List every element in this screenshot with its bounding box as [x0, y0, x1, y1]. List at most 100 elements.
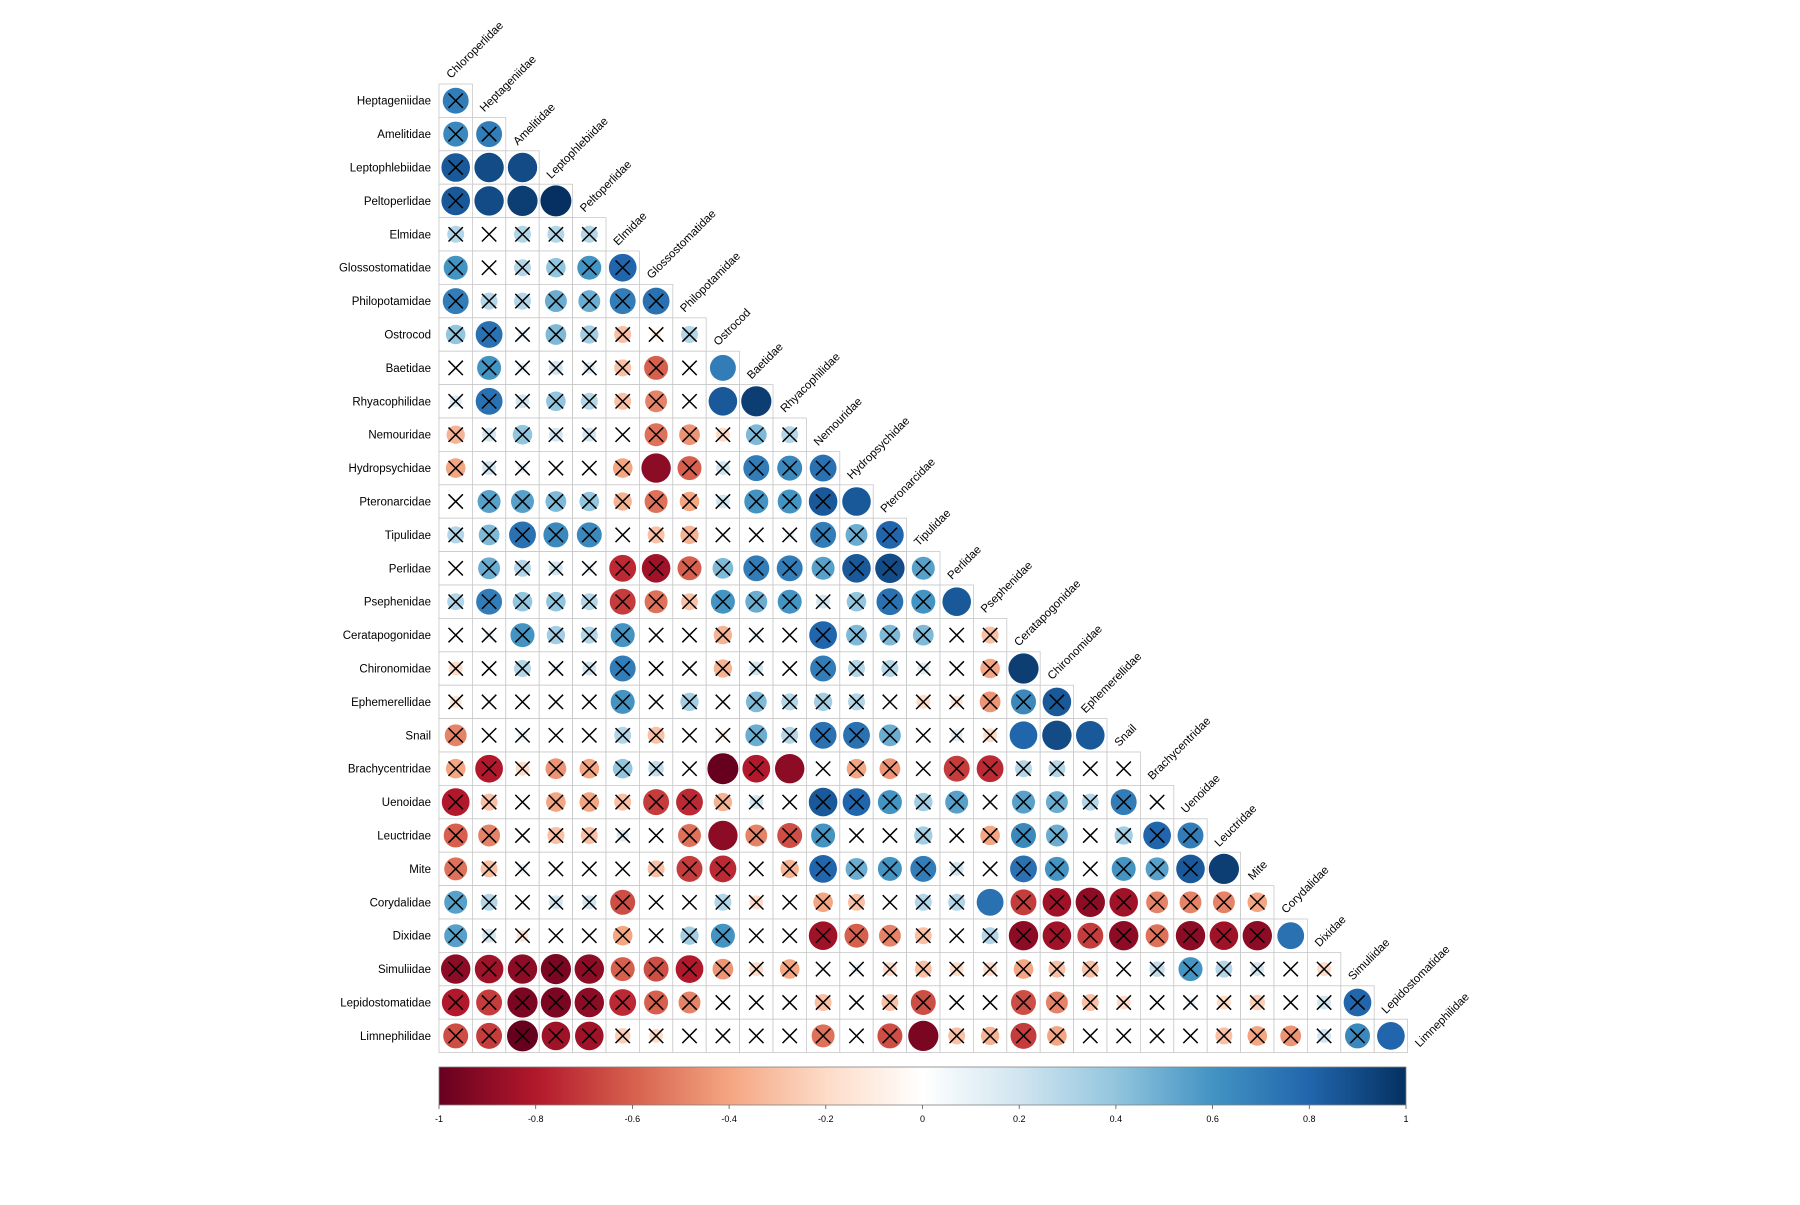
nonsignificant-mark	[882, 1028, 898, 1044]
nonsignificant-mark	[447, 593, 464, 610]
nonsignificant-mark	[481, 493, 497, 510]
nonsignificant-mark	[681, 961, 698, 977]
nonsignificant-mark	[548, 660, 564, 677]
nonsignificant-mark	[514, 493, 531, 510]
nonsignificant-mark	[982, 861, 998, 877]
row-label: Philopotamidae	[352, 296, 431, 308]
nonsignificant-mark	[548, 326, 564, 343]
cell-19-7	[672, 684, 707, 720]
nonsignificant-mark	[614, 694, 631, 710]
nonsignificant-mark	[948, 994, 965, 1011]
nonsignificant-mark	[681, 593, 698, 610]
nonsignificant-mark	[514, 861, 531, 877]
nonsignificant-mark	[948, 694, 965, 710]
column-label: Psephenidae	[979, 560, 1035, 616]
nonsignificant-mark	[982, 927, 998, 944]
column-label: Dixidae	[1313, 914, 1349, 950]
row-label: Glossostomatidae	[339, 263, 431, 275]
nonsignificant-mark	[748, 861, 765, 877]
row-label: Limnephilidae	[360, 1031, 431, 1043]
column-label: Philopotamidae	[678, 250, 743, 315]
nonsignificant-mark	[614, 760, 631, 777]
nonsignificant-mark	[882, 660, 898, 677]
nonsignificant-mark	[581, 293, 598, 309]
nonsignificant-mark	[882, 794, 898, 810]
nonsignificant-mark	[648, 560, 664, 577]
nonsignificant-mark	[481, 293, 497, 309]
corr-circle-corydalidae-psephenidae	[976, 888, 1004, 916]
nonsignificant-mark	[581, 760, 598, 777]
nonsignificant-mark	[1182, 861, 1199, 877]
nonsignificant-mark	[1082, 927, 1099, 944]
nonsignificant-mark	[447, 360, 464, 376]
nonsignificant-mark	[715, 560, 731, 577]
colorbar-tick-label: -1	[435, 1114, 443, 1124]
nonsignificant-mark	[915, 660, 932, 677]
nonsignificant-mark	[481, 259, 497, 276]
nonsignificant-mark	[447, 259, 464, 276]
nonsignificant-mark	[581, 927, 598, 944]
nonsignificant-mark	[1015, 694, 1032, 710]
column-label: Nemouridae	[812, 396, 865, 449]
column-label: Ceratapogonidae	[1012, 578, 1083, 649]
row-label: Dixidae	[393, 931, 431, 943]
nonsignificant-mark	[648, 660, 664, 677]
nonsignificant-mark	[1115, 1028, 1132, 1044]
nonsignificant-mark	[648, 961, 664, 977]
column-label: Heptageniidae	[478, 54, 539, 115]
nonsignificant-mark	[748, 493, 765, 510]
color-legend: -1 -0.8 -0.6 -0.4 -0.2 0 0.2 0.4 0.6 0.8 1	[435, 1066, 1409, 1124]
nonsignificant-mark	[1082, 994, 1099, 1011]
nonsignificant-mark	[1249, 961, 1266, 977]
nonsignificant-mark	[748, 593, 765, 610]
nonsignificant-mark	[1216, 961, 1232, 977]
nonsignificant-mark	[581, 360, 598, 376]
nonsignificant-mark	[848, 794, 865, 810]
row-label: Brachycentridae	[348, 764, 431, 776]
row-label: Ephemerellidae	[351, 697, 431, 709]
row-labels: Heptageniidae Amelitidae Leptophlebiidae Pe…	[339, 96, 431, 1043]
nonsignificant-mark	[614, 593, 631, 610]
colorbar-tick-label: 0.6	[1206, 1114, 1219, 1124]
nonsignificant-mark	[548, 493, 564, 510]
nonsignificant-mark	[982, 760, 998, 777]
nonsignificant-mark	[481, 927, 497, 944]
nonsignificant-mark	[447, 827, 464, 844]
column-label: Elmidae	[612, 210, 650, 248]
corr-circle-peltoperlidae-amelitidae	[507, 185, 538, 217]
nonsignificant-mark	[681, 460, 698, 476]
nonsignificant-mark	[748, 627, 765, 643]
column-label: Amelitidae	[511, 101, 557, 147]
column-label: Leuctridae	[1213, 803, 1259, 849]
nonsignificant-mark	[1316, 1028, 1332, 1044]
nonsignificant-mark	[581, 660, 598, 677]
nonsignificant-mark	[781, 794, 798, 810]
row-label: Baetidae	[386, 363, 431, 375]
nonsignificant-mark	[1115, 827, 1132, 844]
nonsignificant-mark	[715, 460, 731, 476]
nonsignificant-mark	[514, 527, 531, 543]
row-label: Leuctridae	[377, 831, 431, 843]
nonsignificant-mark	[1049, 927, 1065, 944]
nonsignificant-mark	[1182, 1028, 1199, 1044]
nonsignificant-mark	[882, 961, 898, 977]
nonsignificant-mark	[548, 293, 564, 309]
nonsignificant-mark	[581, 527, 598, 543]
column-label: Perlidae	[946, 544, 984, 582]
nonsignificant-mark	[1249, 894, 1266, 911]
corr-circle-psephenidae-perlidae	[942, 587, 971, 616]
nonsignificant-mark	[648, 527, 664, 543]
corr-circle-peltoperlidae-heptageniidae	[474, 186, 504, 216]
nonsignificant-mark	[447, 994, 464, 1011]
nonsignificant-mark	[614, 460, 631, 476]
nonsignificant-mark	[681, 794, 698, 810]
nonsignificant-mark	[748, 894, 765, 911]
nonsignificant-mark	[715, 961, 731, 977]
nonsignificant-mark	[781, 694, 798, 710]
corr-circle-mite-leuctridae	[1208, 853, 1240, 885]
nonsignificant-mark	[915, 727, 932, 744]
nonsignificant-mark	[882, 560, 898, 577]
row-label: Snail	[405, 730, 431, 742]
nonsignificant-mark	[1316, 961, 1332, 977]
nonsignificant-mark	[648, 593, 664, 610]
